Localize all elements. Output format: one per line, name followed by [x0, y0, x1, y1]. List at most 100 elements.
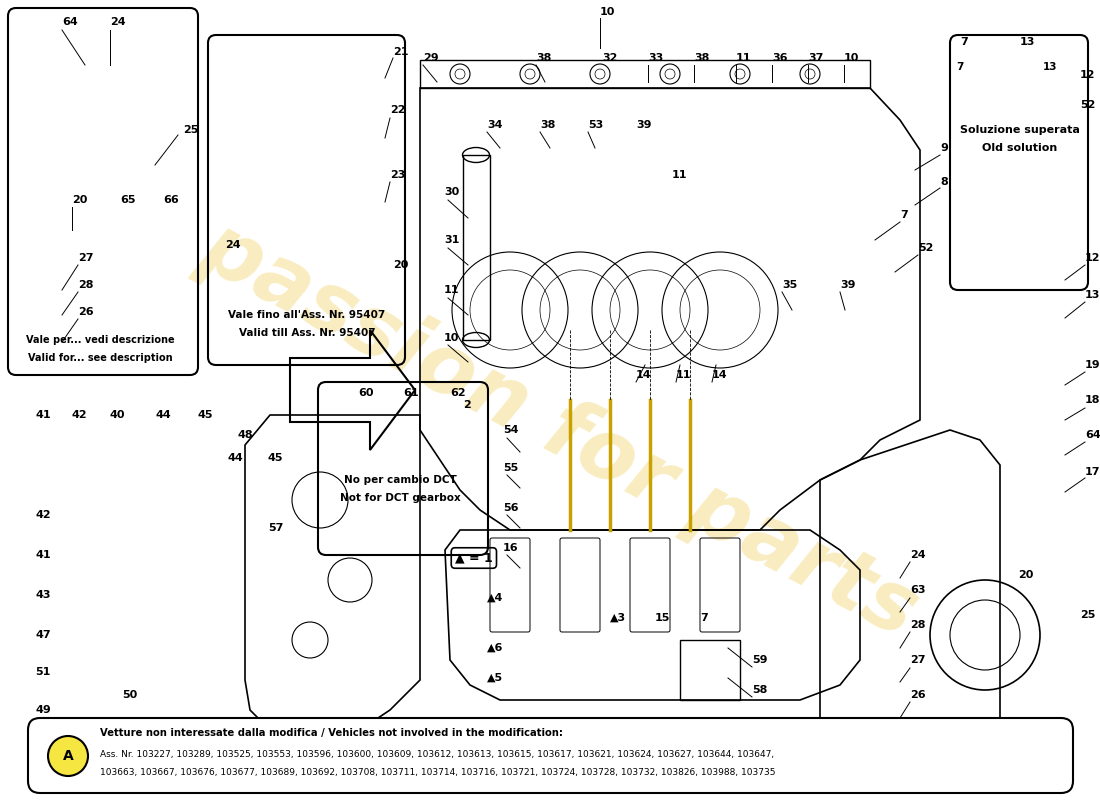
- Text: 103663, 103667, 103676, 103677, 103689, 103692, 103708, 103711, 103714, 103716, : 103663, 103667, 103676, 103677, 103689, …: [100, 769, 776, 778]
- Text: ▲ = 1: ▲ = 1: [455, 551, 493, 565]
- Text: 13: 13: [1020, 37, 1035, 47]
- Text: passion for parts: passion for parts: [188, 206, 932, 654]
- Text: 49: 49: [35, 705, 51, 715]
- Text: 28: 28: [910, 620, 925, 630]
- Text: 2: 2: [463, 400, 471, 410]
- Text: 10: 10: [444, 333, 460, 343]
- Text: 42: 42: [35, 510, 51, 520]
- Text: 21: 21: [393, 47, 408, 57]
- Text: Not for DCT gearbox: Not for DCT gearbox: [340, 493, 461, 503]
- Text: 57: 57: [268, 523, 284, 533]
- Text: 53: 53: [588, 120, 603, 130]
- Text: 34: 34: [487, 120, 503, 130]
- Text: 41: 41: [35, 410, 51, 420]
- Text: 24: 24: [910, 550, 925, 560]
- Text: 54: 54: [503, 425, 518, 435]
- Text: ▲6: ▲6: [487, 643, 504, 653]
- Text: 20: 20: [72, 195, 87, 205]
- Text: 17: 17: [1085, 467, 1100, 477]
- Text: 11: 11: [672, 170, 688, 180]
- Text: 52: 52: [918, 243, 934, 253]
- Text: 7: 7: [900, 210, 908, 220]
- Text: 64: 64: [62, 17, 78, 27]
- Text: 59: 59: [752, 655, 768, 665]
- Text: A: A: [63, 749, 74, 763]
- Text: 46: 46: [35, 743, 51, 753]
- Text: 12: 12: [1080, 70, 1096, 80]
- Text: 45: 45: [198, 410, 213, 420]
- Text: 14: 14: [712, 370, 727, 380]
- Text: 12: 12: [1085, 253, 1100, 263]
- Text: 52: 52: [1080, 100, 1096, 110]
- Text: 20: 20: [393, 260, 408, 270]
- Text: 7: 7: [960, 37, 968, 47]
- Text: 11: 11: [736, 53, 751, 63]
- Text: 25: 25: [1080, 610, 1096, 620]
- Text: 11: 11: [676, 370, 692, 380]
- Text: 25: 25: [183, 125, 198, 135]
- Text: 24: 24: [226, 240, 241, 250]
- Text: 43: 43: [35, 590, 51, 600]
- Text: 44: 44: [228, 453, 244, 463]
- Text: 27: 27: [910, 655, 925, 665]
- Text: 66: 66: [163, 195, 178, 205]
- Text: 42: 42: [72, 410, 88, 420]
- Text: 26: 26: [78, 307, 94, 317]
- Text: 10: 10: [844, 53, 859, 63]
- Text: 24: 24: [110, 17, 125, 27]
- Text: 48: 48: [238, 430, 254, 440]
- FancyBboxPatch shape: [28, 718, 1072, 793]
- Text: 37: 37: [808, 53, 824, 63]
- Text: 38: 38: [536, 53, 551, 63]
- Text: 11: 11: [444, 285, 460, 295]
- Text: 40: 40: [110, 410, 125, 420]
- Text: 47: 47: [35, 630, 51, 640]
- Text: 23: 23: [390, 170, 406, 180]
- Text: 51: 51: [35, 667, 51, 677]
- Text: 64: 64: [1085, 430, 1100, 440]
- Text: 44: 44: [155, 410, 170, 420]
- Text: 41: 41: [232, 725, 248, 735]
- Circle shape: [48, 736, 88, 776]
- Text: 16: 16: [503, 543, 518, 553]
- Text: Vetture non interessate dalla modifica / Vehicles not involved in the modificati: Vetture non interessate dalla modifica /…: [100, 728, 563, 738]
- Text: Vale fino all'Ass. Nr. 95407: Vale fino all'Ass. Nr. 95407: [229, 310, 386, 320]
- Text: 32: 32: [602, 53, 617, 63]
- Text: 56: 56: [503, 503, 518, 513]
- Text: 58: 58: [752, 685, 768, 695]
- Text: Old solution: Old solution: [982, 143, 1057, 153]
- Text: 63: 63: [910, 585, 925, 595]
- Text: 42: 42: [268, 725, 284, 735]
- Text: 38: 38: [540, 120, 556, 130]
- Text: 14: 14: [636, 370, 651, 380]
- Text: 36: 36: [772, 53, 788, 63]
- Text: 27: 27: [78, 253, 94, 263]
- Text: 7: 7: [700, 613, 707, 623]
- Text: 29: 29: [424, 53, 439, 63]
- Text: No per cambio DCT: No per cambio DCT: [343, 475, 456, 485]
- Text: 10: 10: [600, 7, 615, 17]
- Text: 26: 26: [910, 690, 925, 700]
- Text: Soluzione superata: Soluzione superata: [960, 125, 1080, 135]
- Text: ▲4: ▲4: [487, 593, 504, 603]
- Text: 60: 60: [358, 388, 374, 398]
- Text: 65: 65: [120, 195, 135, 205]
- Text: 18: 18: [1085, 395, 1100, 405]
- Text: 9: 9: [940, 143, 948, 153]
- Text: 7: 7: [956, 62, 964, 72]
- Text: 39: 39: [840, 280, 856, 290]
- Text: 19: 19: [1085, 360, 1100, 370]
- Text: 39: 39: [636, 120, 651, 130]
- Text: 45: 45: [268, 453, 284, 463]
- Text: 30: 30: [444, 187, 460, 197]
- Text: 22: 22: [390, 105, 406, 115]
- Text: ▲3: ▲3: [610, 613, 626, 623]
- Text: 55: 55: [503, 463, 518, 473]
- Text: Vale per... vedi descrizione: Vale per... vedi descrizione: [25, 335, 174, 345]
- Text: 33: 33: [648, 53, 663, 63]
- Text: 13: 13: [1085, 290, 1100, 300]
- Text: 38: 38: [694, 53, 710, 63]
- Text: 28: 28: [78, 280, 94, 290]
- Text: 31: 31: [444, 235, 460, 245]
- Text: 61: 61: [403, 388, 419, 398]
